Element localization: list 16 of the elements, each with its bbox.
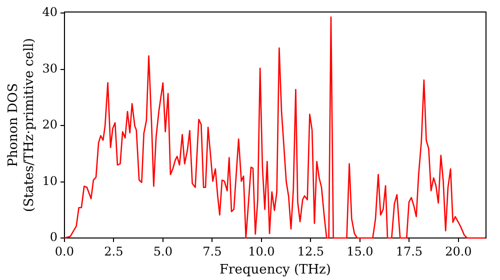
x-tick-label: 12.5 — [297, 244, 324, 258]
x-axis-title: Frequency (THz) — [220, 262, 331, 278]
x-tick-label: 0.0 — [54, 244, 74, 258]
x-tick-label: 10.0 — [248, 244, 275, 258]
x-tick-label: 5.0 — [153, 244, 173, 258]
x-tick-label: 2.5 — [104, 244, 124, 258]
y-axis-title: Phonon DOS (States/THz·primitive cell) — [6, 38, 37, 212]
x-tick-label: 17.5 — [396, 244, 423, 258]
y-tick-label: 10 — [42, 174, 58, 188]
x-tick-label: 7.5 — [202, 244, 222, 258]
y-tick-label: 0 — [50, 230, 58, 244]
x-tick-label: 20.0 — [445, 244, 472, 258]
y-tick-label: 30 — [42, 61, 58, 76]
y-tick-label: 40 — [42, 5, 58, 20]
x-tick-label: 15.0 — [346, 244, 374, 258]
y-tick-label: 20 — [42, 118, 58, 132]
